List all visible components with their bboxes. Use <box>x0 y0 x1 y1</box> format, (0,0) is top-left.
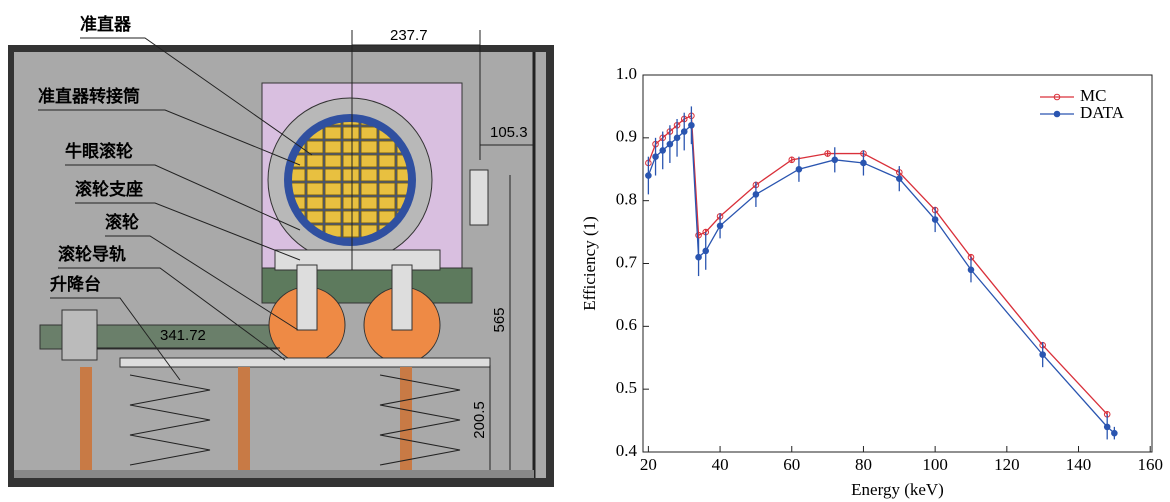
legend-marker <box>1053 110 1061 118</box>
data-point <box>716 222 724 230</box>
bracket <box>469 169 489 226</box>
data-point <box>931 216 939 223</box>
y-tick-label: 0.4 <box>616 441 638 460</box>
data-point <box>702 247 710 255</box>
dimension-label: 341.72 <box>160 327 206 344</box>
part-label: 准直器 <box>80 14 132 35</box>
series-line <box>647 123 1115 434</box>
y-tick-label: 0.8 <box>616 190 637 209</box>
data-point <box>752 191 760 198</box>
data-point <box>695 253 702 261</box>
x-tick-label: 40 <box>712 455 729 474</box>
dimension-label: 565 <box>491 307 508 332</box>
series-line <box>647 114 1108 415</box>
x-tick-label: 20 <box>640 455 657 474</box>
data-point <box>695 231 702 239</box>
data-point <box>795 165 803 173</box>
part-label: 升降台 <box>50 274 101 295</box>
data-point <box>645 172 652 179</box>
x-tick-label: 160 <box>1137 455 1163 474</box>
part-label: 准直器转接筒 <box>38 86 140 107</box>
x-tick-label: 60 <box>783 455 800 474</box>
data-point <box>788 156 796 164</box>
part-label: 滚轮 <box>105 212 139 233</box>
y-tick-label: 0.6 <box>616 315 637 334</box>
post <box>238 367 250 472</box>
x-tick-label: 100 <box>922 455 948 474</box>
data-point <box>824 150 831 157</box>
x-tick-label: 80 <box>855 455 872 474</box>
legend-marker <box>1053 93 1061 101</box>
y-tick-label: 0.9 <box>616 127 637 146</box>
lift-cap <box>61 309 98 361</box>
leader <box>58 267 286 361</box>
spring <box>129 374 211 466</box>
x-axis-label: Energy (keV) <box>851 480 944 499</box>
data-point <box>895 175 903 182</box>
data-point <box>652 153 659 160</box>
leader <box>80 37 313 156</box>
data-point <box>659 147 667 154</box>
data-point <box>688 121 695 129</box>
data-point <box>666 140 674 148</box>
leader <box>50 297 181 381</box>
data-point <box>831 156 839 164</box>
data-point <box>1111 429 1118 437</box>
floor <box>14 470 534 478</box>
x-tick-label: 120 <box>994 455 1020 474</box>
mechanical-diagram: 准直器 准直器转接筒 牛眼滚轮 滚轮支座 滚轮 滚轮导轨 升降台 237.7 1… <box>8 14 554 487</box>
roller-rail <box>119 357 491 368</box>
legend-label: DATA <box>1080 103 1125 122</box>
data-point <box>967 266 975 274</box>
x-tick-label: 140 <box>1066 455 1092 474</box>
leader <box>65 164 301 231</box>
leader <box>38 109 301 166</box>
y-tick-label: 0.5 <box>616 378 637 397</box>
data-point <box>680 128 688 135</box>
plot-frame <box>642 74 1153 453</box>
data-point <box>1039 351 1046 358</box>
collimator-cells <box>292 122 408 238</box>
part-label: 滚轮支座 <box>75 179 143 200</box>
leader <box>105 235 299 331</box>
leader <box>75 202 301 261</box>
post <box>80 367 92 472</box>
y-tick-label: 1.0 <box>616 64 637 83</box>
chart: 20 40 60 80 100 120 140 160 0.4 0.5 0.6 0.7 0.8 0.9 1.… <box>580 64 1163 499</box>
legend-label: MC <box>1080 86 1106 105</box>
dimension-label: 237.7 <box>390 27 428 44</box>
dimension-label: 105.3 <box>490 124 528 141</box>
spring <box>379 374 461 466</box>
part-label: 牛眼滚轮 <box>65 141 133 162</box>
data-point <box>860 159 867 167</box>
post <box>400 367 412 472</box>
data-point <box>1103 423 1111 431</box>
part-label: 滚轮导轨 <box>58 244 126 265</box>
data-point <box>673 134 681 142</box>
roller-arm <box>391 264 413 331</box>
roller-arm <box>296 264 318 331</box>
y-axis-label: Efficiency (1) <box>580 216 599 311</box>
y-tick-label: 0.7 <box>616 252 638 271</box>
dimension-label: 200.5 <box>471 401 488 439</box>
